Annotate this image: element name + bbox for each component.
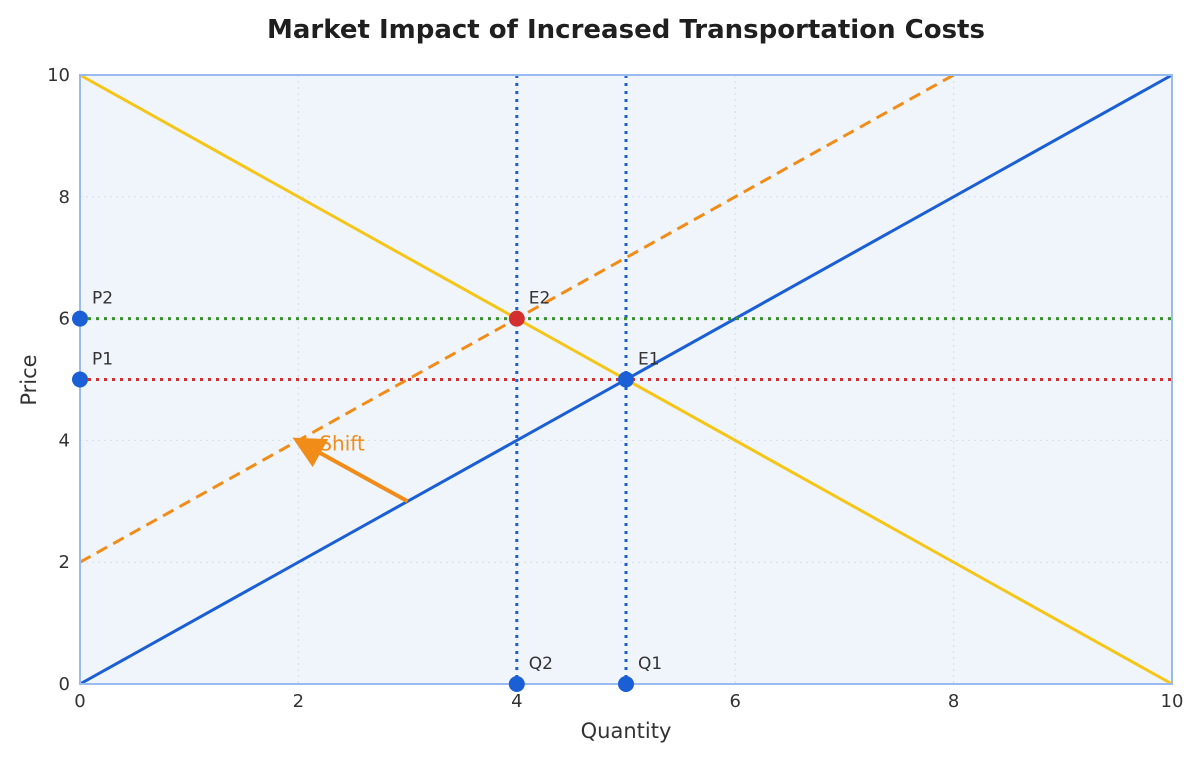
- point-e1: [618, 371, 634, 388]
- x-axis-label: Quantity: [581, 719, 672, 743]
- point-label-e1: E1: [638, 350, 660, 370]
- y-tick-label-4: 8: [59, 187, 70, 208]
- ticks: 0 2 4 6 8 10 0 2 4 6 8 10: [47, 65, 1183, 712]
- y-tick-label-5: 10: [47, 65, 70, 86]
- point-label-q2: Q2: [529, 654, 553, 674]
- point-q1: [618, 676, 634, 692]
- point-p2: [72, 310, 88, 327]
- y-axis-label: Price: [17, 354, 41, 405]
- x-tick-label-1: 2: [293, 691, 304, 712]
- point-e2: [508, 310, 525, 327]
- point-label-q1: Q1: [638, 654, 662, 674]
- point-label-p1: P1: [92, 350, 113, 370]
- shift-label: Shift: [319, 431, 365, 455]
- x-tick-label-2: 4: [511, 691, 522, 712]
- points-layer: E1 E2 P1 P2 Q1 Q2: [72, 289, 662, 692]
- y-tick-label-2: 4: [59, 430, 70, 451]
- y-tick-label-1: 2: [59, 552, 70, 573]
- x-tick-label-5: 10: [1161, 691, 1184, 712]
- shift-arrow: [292, 437, 409, 504]
- point-label-p2: P2: [92, 289, 113, 309]
- chart-title: Market Impact of Increased Transportatio…: [267, 15, 985, 45]
- point-p1: [72, 371, 88, 388]
- x-tick-label-3: 6: [729, 691, 740, 712]
- y-tick-label-3: 6: [59, 309, 70, 330]
- y-tick-label-0: 0: [59, 674, 70, 695]
- point-label-e2: E2: [529, 289, 551, 309]
- x-tick-label-0: 0: [74, 691, 85, 712]
- point-q2: [508, 676, 525, 692]
- x-tick-label-4: 8: [948, 691, 959, 712]
- annotations: Shift: [292, 431, 409, 504]
